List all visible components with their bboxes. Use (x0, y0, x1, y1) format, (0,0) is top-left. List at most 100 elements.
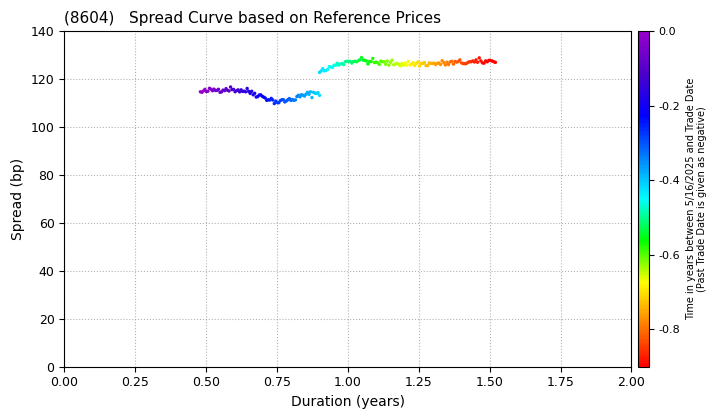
Point (436, 58, 448, 64)
Y-axis label: Spread (bp): Spread (bp) (11, 158, 25, 240)
Point (457, 60, 469, 67)
Point (462, 59, 474, 66)
Point (199, 86, 211, 93)
Point (267, 97, 279, 103)
Point (202, 88, 214, 94)
Point (451, 59, 462, 66)
Point (383, 62, 395, 68)
Point (427, 60, 438, 67)
Point (241, 85, 253, 92)
Point (490, 59, 501, 66)
Point (264, 97, 276, 103)
Point (333, 62, 345, 68)
Point (305, 89, 316, 95)
Point (367, 55, 379, 62)
Point (475, 58, 487, 64)
Point (346, 60, 358, 66)
Point (278, 96, 289, 103)
Point (315, 68, 327, 74)
Point (464, 58, 475, 65)
Point (387, 57, 398, 63)
Point (322, 66, 333, 73)
Point (225, 84, 236, 90)
Point (271, 99, 283, 106)
Point (294, 94, 306, 100)
Point (204, 85, 215, 92)
Point (274, 97, 286, 104)
Point (306, 94, 318, 101)
Point (284, 95, 295, 102)
Point (215, 89, 226, 96)
Point (208, 86, 220, 92)
Point (400, 60, 411, 66)
Point (433, 60, 445, 66)
Point (410, 60, 422, 67)
Point (487, 58, 498, 64)
Point (249, 90, 261, 97)
Point (328, 62, 340, 68)
Point (297, 92, 309, 99)
Point (233, 87, 244, 93)
Point (287, 96, 298, 103)
Point (201, 88, 212, 95)
Point (380, 61, 392, 68)
Point (378, 58, 390, 65)
Point (216, 89, 228, 95)
Point (446, 58, 458, 65)
Point (422, 62, 433, 69)
Point (465, 58, 477, 65)
Point (397, 62, 409, 68)
Point (238, 88, 250, 94)
Point (269, 100, 280, 107)
Point (253, 92, 265, 98)
Point (414, 63, 426, 69)
Point (327, 64, 338, 71)
Point (391, 60, 402, 67)
Point (485, 57, 496, 64)
Point (273, 100, 284, 106)
Point (237, 88, 248, 95)
Point (292, 92, 304, 99)
Point (467, 58, 479, 64)
Point (353, 58, 364, 64)
Point (196, 89, 207, 96)
Point (357, 57, 369, 63)
Point (248, 92, 259, 98)
Point (335, 60, 346, 67)
Point (449, 58, 461, 65)
Point (317, 65, 328, 72)
Point (222, 87, 233, 94)
Point (388, 61, 400, 68)
Point (395, 63, 406, 69)
Point (396, 60, 408, 67)
Point (296, 92, 307, 98)
Point (314, 69, 325, 76)
Point (266, 95, 277, 102)
Point (240, 89, 251, 95)
Point (302, 89, 313, 96)
Point (300, 91, 312, 97)
Point (404, 61, 415, 68)
Point (217, 87, 229, 94)
Point (425, 60, 436, 67)
Point (270, 98, 282, 105)
Point (318, 68, 330, 74)
Point (431, 60, 443, 67)
Point (307, 89, 319, 96)
Y-axis label: Time in years between 5/16/2025 and Trade Date
(Past Trade Date is given as nega: Time in years between 5/16/2025 and Trad… (685, 78, 707, 320)
Point (198, 87, 210, 94)
Point (288, 97, 300, 104)
Point (448, 61, 459, 68)
Point (477, 60, 488, 66)
Point (349, 58, 361, 65)
Point (409, 62, 420, 69)
Point (244, 90, 256, 97)
Point (472, 59, 483, 66)
Point (234, 89, 246, 95)
Point (246, 88, 258, 94)
Point (230, 88, 241, 95)
Point (480, 58, 492, 64)
Point (444, 58, 456, 65)
Point (205, 86, 217, 92)
Point (330, 62, 341, 68)
